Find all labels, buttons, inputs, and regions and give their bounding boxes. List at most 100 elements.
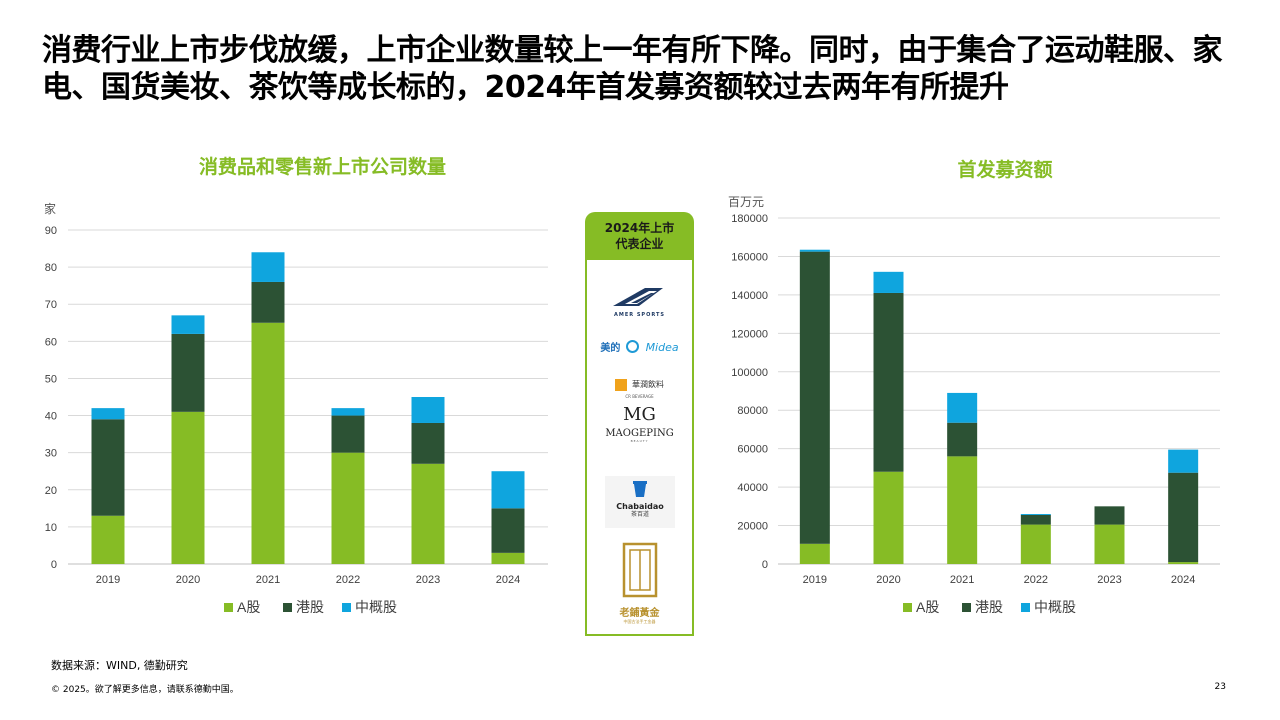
chart1-y-tick-label: 10 — [45, 522, 57, 534]
chart1-legend-swatch — [342, 603, 351, 612]
chart2-ipo-proceeds: 百万元 180000 160000 140000 120000 100000 80000 60… — [728, 195, 1220, 615]
chart1-bar-2024-A股 — [491, 552, 525, 564]
chart1-y-tick-label: 70 — [45, 299, 57, 311]
chart2-title: 首发募资额 — [957, 159, 1053, 181]
chart1-bar-2022-中概股 — [331, 408, 365, 416]
midea-cn: 美的 — [600, 343, 621, 354]
chart1-legend-label: 港股 — [296, 599, 324, 615]
chart1-y-tick-label: 60 — [45, 336, 57, 348]
chart2-bar-2024-中概股 — [1168, 449, 1199, 473]
chart2-x-tick-label: 2019 — [803, 574, 827, 586]
laopu-gold-frame-icon — [622, 542, 657, 598]
chart1-x-tick-label: 2020 — [176, 574, 200, 586]
chart2-y-tick-label: 120000 — [731, 328, 768, 340]
copyright: © 2025。欲了解更多信息，请联系德勤中国。 — [51, 685, 239, 695]
chart1-bar-2021-中概股 — [251, 252, 285, 282]
chart1-bar-2019-A股 — [91, 515, 125, 564]
chart1-y-tick-label: 90 — [45, 225, 57, 237]
chart1-bar-2023-港股 — [411, 422, 445, 464]
chart2-bar-2021-港股 — [947, 422, 978, 457]
cr-beverage-mark-icon — [614, 378, 627, 391]
chart2-bar-2020-A股 — [873, 471, 904, 564]
laopu-gold-logo: 老鋪黃金 中国古法手工金器 — [587, 542, 692, 625]
panel-body: AMER SPORTS 美的 Midea 華潤飲料 CR BEVERAGE MG… — [585, 260, 694, 636]
chart2-bar-2019-港股 — [799, 251, 830, 544]
chart1-bar-2019-中概股 — [91, 408, 125, 420]
chart2-bar-2019-中概股 — [799, 249, 830, 252]
chart1-bar-2020-中概股 — [171, 315, 205, 334]
page-title: 消费行业上市步伐放缓，上市企业数量较上一年有所下降。同时，由于集合了运动鞋服、家… — [42, 33, 1223, 105]
page-number: 23 — [1214, 682, 1226, 692]
chart2-bar-2023-A股 — [1094, 524, 1125, 564]
chart1-legend-swatch — [224, 603, 233, 612]
chart2-x-tick-label: 2022 — [1024, 574, 1048, 586]
chart1-y-tick-label: 0 — [51, 559, 57, 571]
chart2-bar-2022-中概股 — [1020, 514, 1051, 515]
chart2-y-tick-label: 0 — [762, 559, 768, 571]
chart2-y-tick-label: 100000 — [731, 367, 768, 379]
chart2-legend-swatch — [962, 603, 971, 612]
chart1-x-tick-label: 2019 — [96, 574, 120, 586]
cr-beverage-en: CR BEVERAGE — [625, 394, 654, 399]
panel-title-line2: 代表企业 — [615, 237, 664, 251]
chart1-bar-2021-A股 — [251, 322, 285, 564]
representative-companies-panel: 2024年上市 代表企业 AMER SPORTS 美的 Midea 華潤飲料 C… — [585, 212, 694, 636]
chart1-title: 消费品和零售新上市公司数量 — [198, 156, 446, 178]
chart2-legend-label: 港股 — [975, 599, 1003, 615]
chart2-x-tick-label: 2024 — [1171, 574, 1195, 586]
panel-title-line1: 2024年上市 — [604, 221, 675, 235]
amer-sports-icon — [612, 288, 663, 306]
chart1-bar-2024-港股 — [491, 508, 525, 553]
midea-en: Midea — [645, 341, 679, 354]
chart2-legend-swatch — [1021, 603, 1030, 612]
midea-circle-icon — [626, 340, 640, 353]
chart1-bar-2024-中概股 — [491, 471, 525, 509]
chart2-bar-2021-中概股 — [947, 392, 978, 423]
chart1-bar-2023-中概股 — [411, 397, 445, 423]
chart2-x-tick-label: 2021 — [950, 574, 974, 586]
maogeping-mark: MG — [623, 404, 656, 425]
amer-sports-logo: AMER SPORTS — [587, 284, 692, 318]
data-source: 数据来源：WIND, 德勤研究 — [51, 659, 188, 672]
chabaidao-cn: 茶百道 — [630, 511, 649, 518]
chart2-y-tick-label: 40000 — [737, 482, 768, 494]
chart1-bar-2022-A股 — [331, 452, 365, 564]
amer-sports-text: AMER SPORTS — [613, 312, 665, 318]
chart1-ipo-count: 家 90 80 70 60 50 40 30 20 10 0 2019 2020 2021 2022 2023… — [44, 201, 548, 615]
midea-logo: 美的 Midea — [587, 336, 692, 355]
chart2-bar-2024-A股 — [1168, 562, 1199, 564]
chart1-y-axis-label: 家 — [44, 201, 56, 216]
maogeping-sub: BEAUTY — [630, 439, 649, 443]
chart2-y-tick-label: 180000 — [731, 213, 768, 225]
laopu-gold-sub: 中国古法手工金器 — [623, 619, 656, 624]
chart1-x-tick-label: 2021 — [256, 574, 280, 586]
chart2-legend-swatch — [903, 603, 912, 612]
panel-header: 2024年上市 代表企业 — [585, 212, 694, 260]
chart1-bar-2023-A股 — [411, 463, 445, 564]
maogeping-logo: MG MAOGEPING BEAUTY — [587, 404, 692, 444]
chart1-legend-label: 中概股 — [355, 599, 397, 615]
chart1-legend-label: A股 — [237, 599, 260, 615]
chart1-bar-2021-港股 — [251, 281, 285, 323]
chart2-y-tick-label: 140000 — [731, 290, 768, 302]
chart2-bar-2023-港股 — [1094, 506, 1125, 525]
chart1-y-tick-label: 50 — [45, 373, 57, 385]
chart2-bar-2019-A股 — [799, 543, 830, 564]
chart2-x-tick-label: 2020 — [876, 574, 900, 586]
chart2-bar-2020-中概股 — [873, 271, 904, 293]
chart1-x-tick-label: 2023 — [416, 574, 440, 586]
chart2-bar-2022-A股 — [1020, 524, 1051, 564]
cr-beverage-cn: 華潤飲料 — [632, 380, 665, 389]
chabaidao-en: Chabaidao — [616, 502, 664, 511]
chart1-x-tick-label: 2022 — [336, 574, 360, 586]
chart2-bar-2020-港股 — [873, 292, 904, 472]
chart1-x-tick-label: 2024 — [496, 574, 520, 586]
chart1-bar-2020-A股 — [171, 411, 205, 564]
chart2-y-tick-label: 80000 — [737, 405, 768, 417]
chart2-bar-2022-港股 — [1020, 514, 1051, 525]
maogeping-text: MAOGEPING — [605, 428, 674, 439]
chart2-y-axis-label: 百万元 — [728, 195, 764, 209]
chart1-y-tick-label: 80 — [45, 262, 57, 274]
chart2-y-tick-label: 60000 — [737, 444, 768, 456]
chart1-y-tick-label: 30 — [45, 448, 57, 460]
